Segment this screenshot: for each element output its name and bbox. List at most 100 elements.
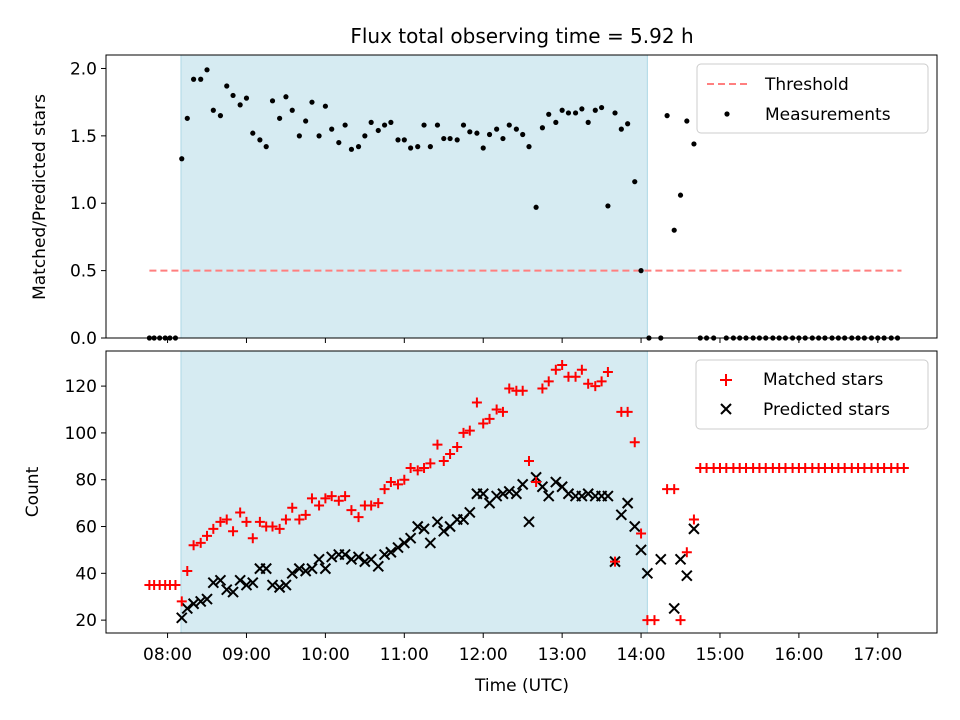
measurement-point <box>277 116 282 121</box>
legend-measurements-label: Measurements <box>765 105 891 125</box>
figure: Flux total observing time = 5.92 h 0.0 0.… <box>0 0 960 720</box>
measurement-point <box>533 205 538 210</box>
measurement-point <box>566 110 571 115</box>
measurement-point <box>487 132 492 137</box>
x-tick-label: 13:00 <box>538 645 587 665</box>
measurement-point <box>619 127 624 132</box>
measurement-point <box>514 127 519 132</box>
measurement-point <box>230 93 235 98</box>
measurement-point <box>526 144 531 149</box>
measurement-point <box>494 127 499 132</box>
measurement-point <box>204 67 209 72</box>
y-tick-label: 100 <box>65 424 97 444</box>
measurement-point <box>270 98 275 103</box>
y-tick-label: 60 <box>75 518 97 538</box>
measurement-point <box>257 137 262 142</box>
ratio-y-axis: 0.0 0.5 1.0 1.5 2.0 <box>70 59 106 349</box>
legend-matched-label: Matched stars <box>763 370 883 390</box>
measurement-point <box>560 108 565 113</box>
measurement-point <box>224 83 229 88</box>
measurement-point <box>218 113 223 118</box>
measurement-point <box>369 120 374 125</box>
measurement-point <box>612 110 617 115</box>
measurement-point <box>447 136 452 141</box>
measurement-point <box>376 128 381 133</box>
y-tick-label: 120 <box>65 377 97 397</box>
count-y-axis: 20 40 60 80 100 120 <box>65 377 106 631</box>
measurement-point <box>290 108 295 113</box>
measurement-point <box>691 141 696 146</box>
x-tick-label: 14:00 <box>617 645 666 665</box>
measurement-point <box>428 144 433 149</box>
measurement-point <box>316 133 321 138</box>
measurement-point <box>461 122 466 127</box>
measurement-point <box>179 156 184 161</box>
measurement-point <box>500 136 505 141</box>
measurement-point <box>264 144 269 149</box>
y-tick-label: 0.5 <box>70 262 97 282</box>
measurement-point <box>297 133 302 138</box>
measurement-point <box>382 122 387 127</box>
measurement-point <box>349 147 354 152</box>
y-tick-label: 2.0 <box>70 59 97 79</box>
measurement-point <box>250 131 255 136</box>
x-tick-label: 17:00 <box>853 645 902 665</box>
measurement-point <box>343 122 348 127</box>
measurement-point <box>244 96 249 101</box>
chart-title: Flux total observing time = 5.92 h <box>350 24 693 48</box>
measurement-point <box>329 127 334 132</box>
measurement-point <box>625 121 630 126</box>
measurement-point <box>198 77 203 82</box>
measurement-point <box>303 118 308 123</box>
measurement-point <box>520 132 525 137</box>
measurement-point <box>356 144 361 149</box>
ratio-legend: Threshold Measurements <box>697 64 928 133</box>
measurement-point <box>323 104 328 109</box>
measurement-point <box>408 145 413 150</box>
measurement-point <box>605 203 610 208</box>
y-tick-label: 80 <box>75 471 97 491</box>
measurement-point <box>238 102 243 107</box>
measurement-point <box>507 122 512 127</box>
ratio-panel: 0.00.51.01.52.0 Matched/Predicted stars … <box>30 55 937 349</box>
measurement-point <box>586 120 591 125</box>
y-tick-label: 1.5 <box>70 127 97 147</box>
measurement-point <box>415 144 420 149</box>
measurement-point <box>421 122 426 127</box>
x-tick-label: 08:00 <box>143 645 192 665</box>
measurement-point <box>599 105 604 110</box>
measurement-point <box>573 110 578 115</box>
measurement-point <box>665 113 670 118</box>
measurement-point <box>283 94 288 99</box>
measurement-point <box>191 77 196 82</box>
measurement-point <box>546 112 551 117</box>
measurement-point <box>402 137 407 142</box>
legend-threshold-label: Threshold <box>764 75 849 95</box>
measurement-point <box>638 268 643 273</box>
measurement-point <box>435 122 440 127</box>
measurement-point <box>553 120 558 125</box>
x-tick-label: 16:00 <box>774 645 823 665</box>
measurement-point <box>632 179 637 184</box>
count-panel: 20406080100120 08:00 09:00 10:00 11:00 12:00… <box>23 351 937 696</box>
y-tick-label: 0.0 <box>70 329 97 349</box>
count-x-axis: 08:00 09:00 10:00 11:00 12:00 13:00 14:00 15:00… <box>143 633 902 665</box>
measurement-point <box>455 137 460 142</box>
measurement-point <box>309 100 314 105</box>
measurement-point <box>672 228 677 233</box>
x-tick-label: 10:00 <box>301 645 350 665</box>
x-tick-label: 09:00 <box>222 645 271 665</box>
y-tick-label: 20 <box>75 611 97 631</box>
measurement-point <box>211 108 216 113</box>
measurement-point <box>395 137 400 142</box>
ratio-observing-window <box>181 55 647 338</box>
measurement-point <box>593 108 598 113</box>
measurement-point <box>185 116 190 121</box>
measurement-point <box>579 106 584 111</box>
measurement-point <box>481 145 486 150</box>
measurement-point <box>362 133 367 138</box>
measurement-point <box>678 193 683 198</box>
y-tick-label: 40 <box>75 564 97 584</box>
ratio-y-label: Matched/Predicted stars <box>30 94 50 300</box>
x-tick-label: 12:00 <box>459 645 508 665</box>
